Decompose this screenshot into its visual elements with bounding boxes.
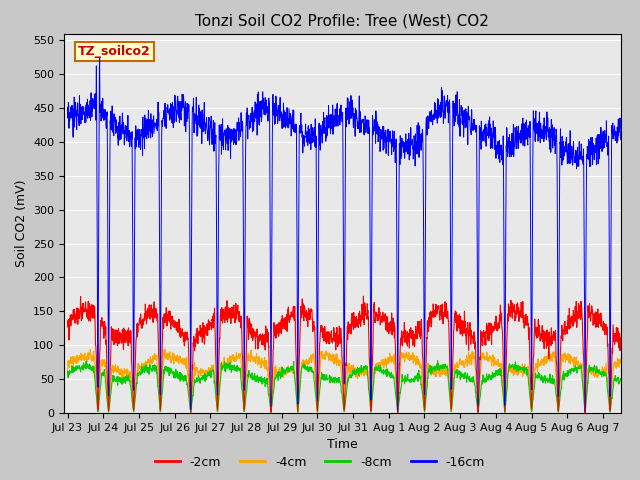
-8cm bbox=[318, 376, 326, 382]
-4cm bbox=[92, 383, 100, 389]
-2cm bbox=[602, 326, 609, 332]
-2cm bbox=[360, 293, 367, 299]
Line: -8cm: -8cm bbox=[68, 361, 621, 413]
Y-axis label: Soil CO2 (mV): Soil CO2 (mV) bbox=[15, 180, 28, 267]
-8cm bbox=[601, 371, 609, 376]
-4cm bbox=[318, 348, 326, 354]
-2cm bbox=[617, 335, 625, 340]
Text: TZ_soilco2: TZ_soilco2 bbox=[78, 45, 150, 58]
-2cm bbox=[318, 323, 326, 328]
-4cm bbox=[333, 351, 340, 357]
-4cm bbox=[64, 366, 72, 372]
-16cm bbox=[602, 140, 609, 145]
-16cm bbox=[500, 157, 508, 163]
Legend: -2cm, -4cm, -8cm, -16cm: -2cm, -4cm, -8cm, -16cm bbox=[150, 451, 490, 474]
-8cm bbox=[333, 380, 340, 385]
-16cm bbox=[64, 105, 72, 110]
-8cm bbox=[617, 377, 625, 383]
-16cm bbox=[601, 133, 609, 139]
-2cm bbox=[64, 318, 72, 324]
-8cm bbox=[602, 372, 609, 378]
-8cm bbox=[434, 358, 442, 364]
Line: -16cm: -16cm bbox=[68, 59, 621, 411]
-8cm bbox=[581, 410, 589, 416]
-8cm bbox=[500, 395, 508, 401]
-4cm bbox=[86, 347, 94, 352]
-2cm bbox=[601, 329, 609, 335]
-16cm bbox=[581, 408, 589, 414]
-2cm bbox=[500, 367, 508, 372]
Line: -4cm: -4cm bbox=[68, 349, 621, 413]
-2cm bbox=[92, 343, 100, 349]
-2cm bbox=[581, 409, 589, 415]
Title: Tonzi Soil CO2 Profile: Tree (West) CO2: Tonzi Soil CO2 Profile: Tree (West) CO2 bbox=[195, 13, 490, 28]
-16cm bbox=[92, 117, 100, 122]
-2cm bbox=[333, 336, 340, 342]
-8cm bbox=[64, 372, 72, 378]
-16cm bbox=[617, 137, 625, 143]
-4cm bbox=[581, 410, 589, 416]
-4cm bbox=[601, 368, 609, 374]
-4cm bbox=[500, 394, 508, 399]
-16cm bbox=[333, 106, 340, 112]
-16cm bbox=[96, 56, 104, 61]
X-axis label: Time: Time bbox=[327, 438, 358, 451]
-16cm bbox=[318, 140, 326, 146]
-4cm bbox=[602, 367, 609, 373]
-4cm bbox=[617, 359, 625, 365]
-8cm bbox=[92, 387, 100, 393]
Line: -2cm: -2cm bbox=[68, 296, 621, 412]
